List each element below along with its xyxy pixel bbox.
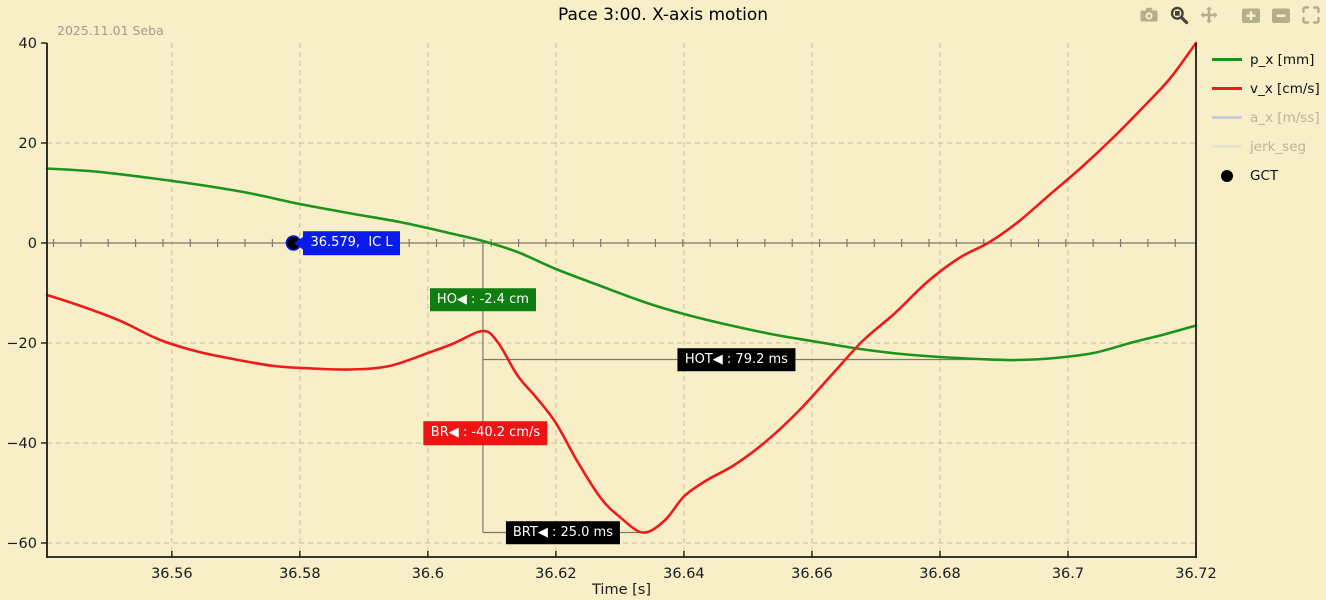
legend-label: a_x [m/ss] <box>1250 109 1320 126</box>
legend-label: GCT <box>1250 167 1279 184</box>
gct-marker <box>285 235 302 251</box>
x-tick-label: 36.66 <box>791 566 833 582</box>
v_x-swatch <box>1211 87 1242 90</box>
y-tick-label: 0 <box>28 236 37 252</box>
p_x-swatch <box>1211 58 1242 61</box>
legend-item-p_x[interactable]: p_x [mm] <box>1211 45 1320 74</box>
x-tick-label: 36.58 <box>279 566 321 582</box>
toolbar-zoom-button[interactable] <box>1167 4 1191 26</box>
legend-line-swatch <box>1212 87 1242 90</box>
chart-title: Pace 3:00. X-axis motion <box>557 5 769 25</box>
x-tick-label: 36.7 <box>1052 566 1084 582</box>
autoscale-icon <box>1302 6 1320 24</box>
y-tick-label: 20 <box>19 136 37 152</box>
y-tick-label: −20 <box>6 336 37 352</box>
watermark-date: 2025.11.01 Seba <box>57 23 164 38</box>
modebar <box>1137 4 1323 26</box>
x-tick-label: 36.72 <box>1175 566 1217 582</box>
toolbar-zoom-in-button[interactable] <box>1239 4 1263 26</box>
legend-label: v_x [cm/s] <box>1250 80 1320 97</box>
jerk_seg-swatch <box>1211 145 1242 148</box>
x-tick-label: 36.56 <box>151 566 193 582</box>
series-v_x <box>45 41 1198 534</box>
zoom-out-icon <box>1272 8 1290 23</box>
legend-dot-swatch <box>1220 169 1233 182</box>
toolbar-zoom-out-button[interactable] <box>1269 4 1293 26</box>
zoom-magnifier-icon <box>1170 6 1189 25</box>
legend-line-swatch <box>1212 58 1242 61</box>
legend-label: p_x [mm] <box>1250 51 1315 68</box>
GCT-swatch <box>1211 169 1242 182</box>
legend: p_x [mm] v_x [cm/s] a_x [m/ss] jerk_seg GCT <box>1211 45 1320 190</box>
toolbar-pan-button[interactable] <box>1197 4 1221 26</box>
legend-item-a_x[interactable]: a_x [m/ss] <box>1211 103 1320 132</box>
legend-line-swatch <box>1212 145 1242 148</box>
toolbar-autoscale-button[interactable] <box>1299 4 1323 26</box>
camera-icon <box>1140 7 1158 22</box>
pan-icon <box>1200 6 1218 24</box>
x-tick-label: 36.64 <box>663 566 705 582</box>
legend-item-GCT[interactable]: GCT <box>1211 161 1320 190</box>
y-tick-label: 40 <box>19 36 37 52</box>
x-tick-label: 36.68 <box>919 566 961 582</box>
y-tick-label: −40 <box>6 436 37 452</box>
x-tick-label: 36.62 <box>535 566 577 582</box>
x-tick-label: 36.6 <box>412 566 444 582</box>
legend-label: jerk_seg <box>1250 138 1307 155</box>
legend-line-swatch <box>1212 116 1242 119</box>
y-tick-label: −60 <box>6 536 37 552</box>
legend-item-v_x[interactable]: v_x [cm/s] <box>1211 74 1320 103</box>
zoom-in-icon <box>1242 8 1260 23</box>
a_x-swatch <box>1211 116 1242 119</box>
toolbar-download-plot-button[interactable] <box>1137 4 1161 26</box>
series-p_x <box>45 167 1198 362</box>
x-axis-title: Time [s] <box>591 582 651 598</box>
legend-item-jerk_seg[interactable]: jerk_seg <box>1211 132 1320 161</box>
